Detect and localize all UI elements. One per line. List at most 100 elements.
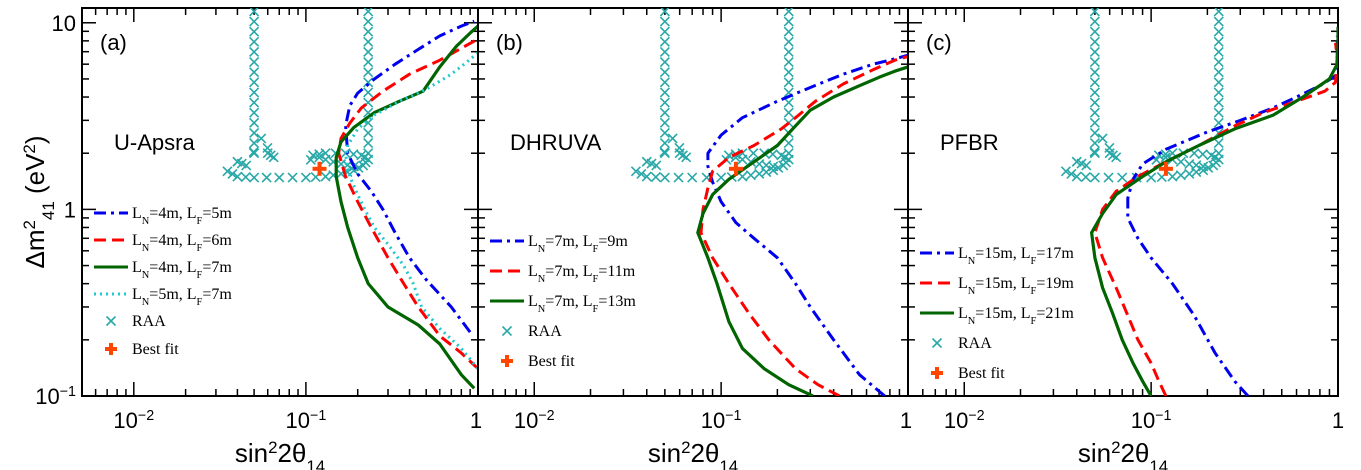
- x-tick-label: 10−2: [113, 408, 154, 433]
- raa-point: [737, 154, 748, 165]
- raa-point: [783, 46, 794, 58]
- legend-entry: LN=4m, LF=7m: [132, 259, 232, 281]
- raa-point: [1089, 138, 1100, 149]
- raa-point: [236, 158, 247, 169]
- raa-point: [716, 172, 727, 183]
- legend-entry: Best fit: [528, 353, 575, 370]
- plot-area: [630, 8, 908, 396]
- series-line-1: [344, 19, 475, 333]
- raa-point: [1097, 133, 1108, 144]
- raa-point: [363, 36, 374, 47]
- raa-point: [659, 8, 670, 17]
- raa-point: [1089, 107, 1100, 118]
- raa-point: [636, 168, 647, 179]
- raa-point: [646, 158, 657, 169]
- legend-entry: LN=15m, LF=17m: [958, 245, 1074, 267]
- raa-markers: [222, 8, 374, 183]
- raa-point: [249, 97, 260, 108]
- raa-point: [1213, 77, 1224, 88]
- raa-point: [1103, 172, 1114, 183]
- raa-point: [305, 154, 316, 165]
- best-fit-point: [728, 161, 743, 176]
- raa-point: [363, 8, 374, 17]
- raa-point: [1076, 158, 1087, 169]
- series-line-2: [1093, 42, 1338, 396]
- raa-point: [359, 152, 370, 163]
- raa-point: [673, 172, 684, 183]
- raa-point: [783, 77, 794, 88]
- raa-point: [249, 26, 260, 37]
- raa-point: [363, 46, 374, 58]
- raa-point: [363, 87, 374, 98]
- y-tick-label: 10: [52, 11, 76, 36]
- legend: LN=15m, LF=17m LN=15m, LF=19m LN=15m, LF=2…: [920, 245, 1074, 382]
- raa-point: [1080, 172, 1091, 183]
- raa-point: [287, 172, 298, 183]
- legend: LN=4m, LF=5m LN=4m, LF=6m LN=4m, LF=7m LN=5…: [94, 205, 232, 358]
- raa-point: [1089, 57, 1100, 68]
- legend-bestfit-swatch: [105, 343, 117, 355]
- raa-point: [1117, 172, 1128, 183]
- legend-entry: RAA: [132, 313, 166, 330]
- raa-point: [659, 57, 670, 68]
- x-axis-title: sin22θ14: [1078, 438, 1168, 470]
- legend: LN=7m, LF=9m LN=7m, LF=11m LN=7m, LF=13m RA…: [490, 233, 636, 370]
- x-axis-title: sin22θ14: [235, 438, 325, 470]
- raa-point: [659, 36, 670, 47]
- raa-point: [1209, 152, 1221, 163]
- x-tick-label: 1: [470, 408, 482, 433]
- series-line-2: [699, 55, 908, 396]
- raa-point: [353, 162, 364, 173]
- raa-point: [1203, 162, 1214, 173]
- raa-markers: [1060, 8, 1224, 183]
- raa-point: [1213, 8, 1224, 17]
- raa-point: [659, 87, 670, 98]
- raa-point: [363, 127, 374, 139]
- raa-point: [779, 152, 791, 163]
- raa-point: [249, 117, 260, 128]
- legend-entry: RAA: [958, 335, 992, 352]
- plot-area: [1060, 8, 1338, 396]
- raa-point: [1089, 146, 1100, 158]
- raa-point: [761, 160, 772, 171]
- raa-point: [249, 107, 260, 118]
- raa-point: [1089, 26, 1100, 37]
- raa-point: [677, 150, 688, 161]
- series-line-4: [344, 51, 478, 370]
- x-tick-label: 10−2: [944, 408, 985, 433]
- raa-point: [1167, 171, 1178, 182]
- plot-frame: [81, 7, 479, 397]
- raa-point: [1175, 170, 1186, 181]
- raa-point: [659, 138, 670, 149]
- raa-point: [773, 162, 784, 173]
- raa-point: [1089, 8, 1100, 17]
- x-tick-label: 10−2: [514, 408, 555, 433]
- raa-point: [249, 138, 260, 149]
- raa-point: [745, 170, 756, 181]
- raa-point: [650, 172, 661, 183]
- raa-markers: [630, 8, 794, 183]
- y-tick-label: 1: [64, 197, 76, 222]
- raa-point: [1213, 87, 1224, 98]
- plot-area: [222, 8, 478, 390]
- raa-point: [261, 172, 272, 183]
- raa-point: [783, 107, 794, 118]
- x-tick-label: 10−1: [286, 408, 327, 433]
- raa-point: [363, 77, 374, 88]
- raa-point: [1089, 67, 1100, 78]
- raa-point: [363, 138, 374, 149]
- raa-point: [227, 168, 238, 179]
- legend-entry: LN=15m, LF=21m: [958, 305, 1074, 327]
- raa-point: [641, 171, 652, 182]
- x-tick-label: 1: [900, 408, 912, 433]
- legend-raa-swatch: [105, 315, 117, 327]
- panel-tag: (b): [496, 30, 523, 55]
- raa-point: [783, 57, 794, 68]
- raa-point: [1089, 97, 1100, 108]
- raa-point: [249, 87, 260, 98]
- raa-point: [363, 67, 374, 78]
- raa-point: [783, 8, 794, 17]
- raa-point: [363, 57, 374, 68]
- raa-point: [783, 97, 794, 108]
